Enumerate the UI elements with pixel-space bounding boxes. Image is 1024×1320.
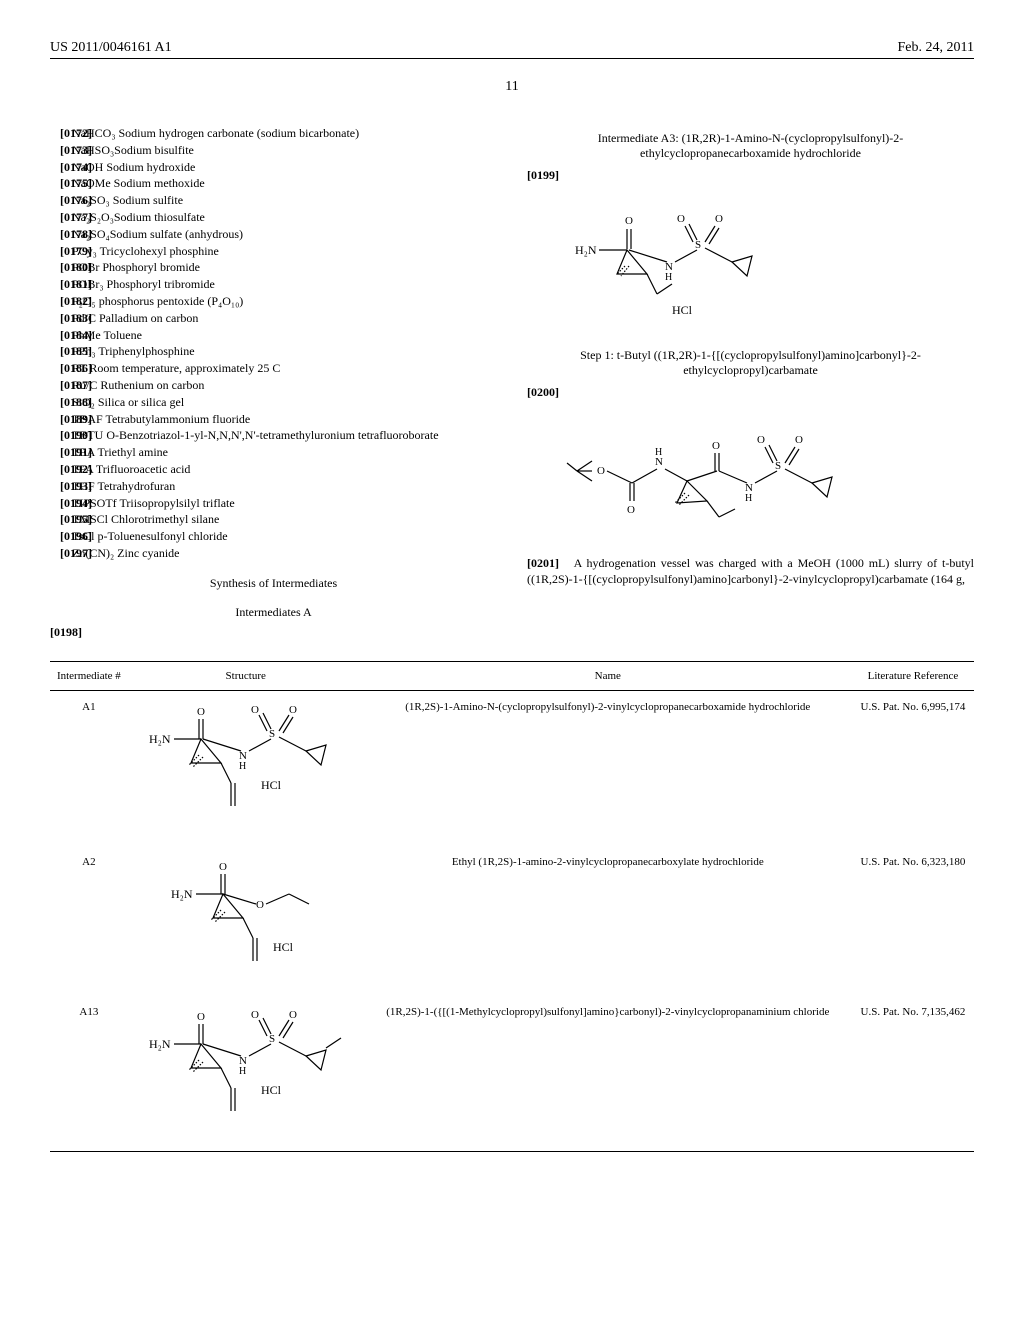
svg-text:H: H xyxy=(239,1066,246,1077)
abbrev-entry: [0172] NaHCO₃ Sodium hydrogen carbonate … xyxy=(50,125,497,142)
svg-text:S: S xyxy=(269,1033,275,1045)
svg-text:H: H xyxy=(239,761,246,772)
svg-text:S: S xyxy=(775,460,781,472)
para-0201: [0201] A hydrogenation vessel was charge… xyxy=(527,555,974,589)
structure-step1: O O N H xyxy=(557,421,974,535)
svg-text:HCl: HCl xyxy=(261,1083,282,1097)
page-header: US 2011/0046161 A1 Feb. 24, 2011 xyxy=(50,40,974,59)
svg-text:O: O xyxy=(715,213,723,225)
cell-id: A13 xyxy=(50,996,128,1152)
svg-text:O: O xyxy=(795,434,803,446)
structure-a3: O H₂N N H S xyxy=(557,204,974,328)
svg-text:O: O xyxy=(757,434,765,446)
svg-text:O: O xyxy=(251,704,259,716)
abbrev-entry: [0180] POBr Phosphoryl bromide xyxy=(50,259,497,276)
abbrev-entry: [0196] TsCl p-Toluenesulfonyl chloride xyxy=(50,528,497,545)
left-column: [0172] NaHCO₃ Sodium hydrogen carbonate … xyxy=(50,125,497,641)
svg-text:O: O xyxy=(289,1009,297,1021)
svg-text:O: O xyxy=(597,465,605,477)
svg-text:O: O xyxy=(256,899,264,911)
svg-text:O: O xyxy=(289,704,297,716)
page-number: 11 xyxy=(50,79,974,95)
abbrev-entry: [0194] TIPSOTf Triisopropylsilyl triflat… xyxy=(50,495,497,512)
abbrev-entry: [0174] NaOH Sodium hydroxide xyxy=(50,159,497,176)
abbrev-entry: [0184] PhMe Toluene xyxy=(50,327,497,344)
abbrev-entry: [0173] NaHSO₃Sodium bisulfite xyxy=(50,142,497,159)
table-row: A1 H₂N O N H S O O HCl (1R,2S)-1-Amino-N… xyxy=(50,690,974,846)
para-0200: [0200] xyxy=(527,385,559,399)
th-intermediate: Intermediate # xyxy=(50,661,128,690)
svg-text:S: S xyxy=(695,239,701,251)
abbrev-entry: [0193] THF Tetrahydrofuran xyxy=(50,478,497,495)
svg-text:O: O xyxy=(197,1011,205,1023)
cell-ref: U.S. Pat. No. 7,135,462 xyxy=(852,996,974,1152)
table-row: A13 H₂N O N H S O O HCl (1R,2S)-1-({[(1-… xyxy=(50,996,974,1152)
svg-text:HCl: HCl xyxy=(672,303,693,317)
cell-structure: H₂N O O HCl xyxy=(128,846,364,996)
patent-number: US 2011/0046161 A1 xyxy=(50,40,172,56)
svg-text:HCl: HCl xyxy=(261,778,282,792)
two-column-body: [0172] NaHCO₃ Sodium hydrogen carbonate … xyxy=(50,125,974,641)
abbrev-entry: [0178] Na₂SO₄Sodium sulfate (anhydrous) xyxy=(50,226,497,243)
svg-text:O: O xyxy=(251,1009,259,1021)
abbrev-entry: [0191] TEA Triethyl amine xyxy=(50,444,497,461)
abbrev-entry: [0187] Ru/C Ruthenium on carbon xyxy=(50,377,497,394)
section-title-synthesis: Synthesis of Intermediates xyxy=(50,576,497,591)
section-title-intermediates-a: Intermediates A xyxy=(50,605,497,620)
abbrev-entry: [0192] TFA Trifluoroacetic acid xyxy=(50,461,497,478)
para-0199: [0199] xyxy=(527,168,559,182)
cell-id: A1 xyxy=(50,690,128,846)
cell-id: A2 xyxy=(50,846,128,996)
abbrev-entry: [0185] PPh₃ Triphenylphosphine xyxy=(50,343,497,360)
svg-text:H₂N: H₂N xyxy=(149,1037,171,1051)
cell-name: (1R,2S)-1-Amino-N-(cyclopropylsulfonyl)-… xyxy=(364,690,852,846)
abbrev-entry: [0190] TBTU O-Benzotriazol-1-yl-N,N,N',N… xyxy=(50,427,497,444)
abbrev-entry: [0189] TBAF Tetrabutylammonium fluoride xyxy=(50,411,497,428)
svg-text:O: O xyxy=(219,861,227,873)
right-column: Intermediate A3: (1R,2R)-1-Amino-N-(cycl… xyxy=(527,125,974,641)
svg-text:H₂N: H₂N xyxy=(171,887,193,901)
step1-title: Step 1: t-Butyl ((1R,2R)-1-{[(cyclopropy… xyxy=(567,348,934,378)
abbrev-entry: [0183] Pd/C Palladium on carbon xyxy=(50,310,497,327)
abbrev-entry: [0182] P₂O₅ phosphorus pentoxide (P₄O₁₀) xyxy=(50,293,497,310)
svg-text:HCl: HCl xyxy=(273,940,294,954)
svg-text:H: H xyxy=(655,447,662,458)
svg-text:H: H xyxy=(665,272,672,283)
cell-structure: H₂N O N H S O O HCl xyxy=(128,996,364,1152)
svg-text:O: O xyxy=(197,706,205,718)
cell-name: (1R,2S)-1-({[(1-Methylcyclopropyl)sulfon… xyxy=(364,996,852,1152)
cell-structure: H₂N O N H S O O HCl xyxy=(128,690,364,846)
svg-text:O: O xyxy=(625,215,633,227)
abbreviation-list: [0172] NaHCO₃ Sodium hydrogen carbonate … xyxy=(50,125,497,562)
th-structure: Structure xyxy=(128,661,364,690)
svg-text:H: H xyxy=(745,493,752,504)
para-0198: [0198] xyxy=(50,625,82,639)
cell-ref: U.S. Pat. No. 6,323,180 xyxy=(852,846,974,996)
svg-text:S: S xyxy=(269,728,275,740)
th-name: Name xyxy=(364,661,852,690)
svg-text:O: O xyxy=(712,440,720,452)
svg-text:O: O xyxy=(677,213,685,225)
abbrev-entry: [0181] POBr₃ Phosphoryl tribromide xyxy=(50,276,497,293)
publication-date: Feb. 24, 2011 xyxy=(898,40,974,56)
abbrev-entry: [0197] Zn(CN)₂ Zinc cyanide xyxy=(50,545,497,562)
abbrev-entry: [0176] Na₂SO₃ Sodium sulfite xyxy=(50,192,497,209)
abbrev-entry: [0177] Na₂S₂O₃Sodium thiosulfate xyxy=(50,209,497,226)
svg-text:H₂N: H₂N xyxy=(575,243,597,257)
cell-name: Ethyl (1R,2S)-1-amino-2-vinylcyclopropan… xyxy=(364,846,852,996)
intermediates-table: Intermediate # Structure Name Literature… xyxy=(50,661,974,1152)
table-row: A2 H₂N O O HCl Ethyl (1R,2S)-1-amino-2-v… xyxy=(50,846,974,996)
abbrev-entry: [0186] RT Room temperature, approximatel… xyxy=(50,360,497,377)
abbrev-entry: [0188] SiO₂ Silica or silica gel xyxy=(50,394,497,411)
svg-text:O: O xyxy=(627,504,635,516)
svg-text:H₂N: H₂N xyxy=(149,732,171,746)
intermediate-a3-title: Intermediate A3: (1R,2R)-1-Amino-N-(cycl… xyxy=(567,131,934,161)
abbrev-entry: [0175] NaOMe Sodium methoxide xyxy=(50,175,497,192)
abbrev-entry: [0179] PCy₃ Tricyclohexyl phosphine xyxy=(50,243,497,260)
th-reference: Literature Reference xyxy=(852,661,974,690)
abbrev-entry: [0195] TMSCl Chlorotrimethyl silane xyxy=(50,511,497,528)
cell-ref: U.S. Pat. No. 6,995,174 xyxy=(852,690,974,846)
